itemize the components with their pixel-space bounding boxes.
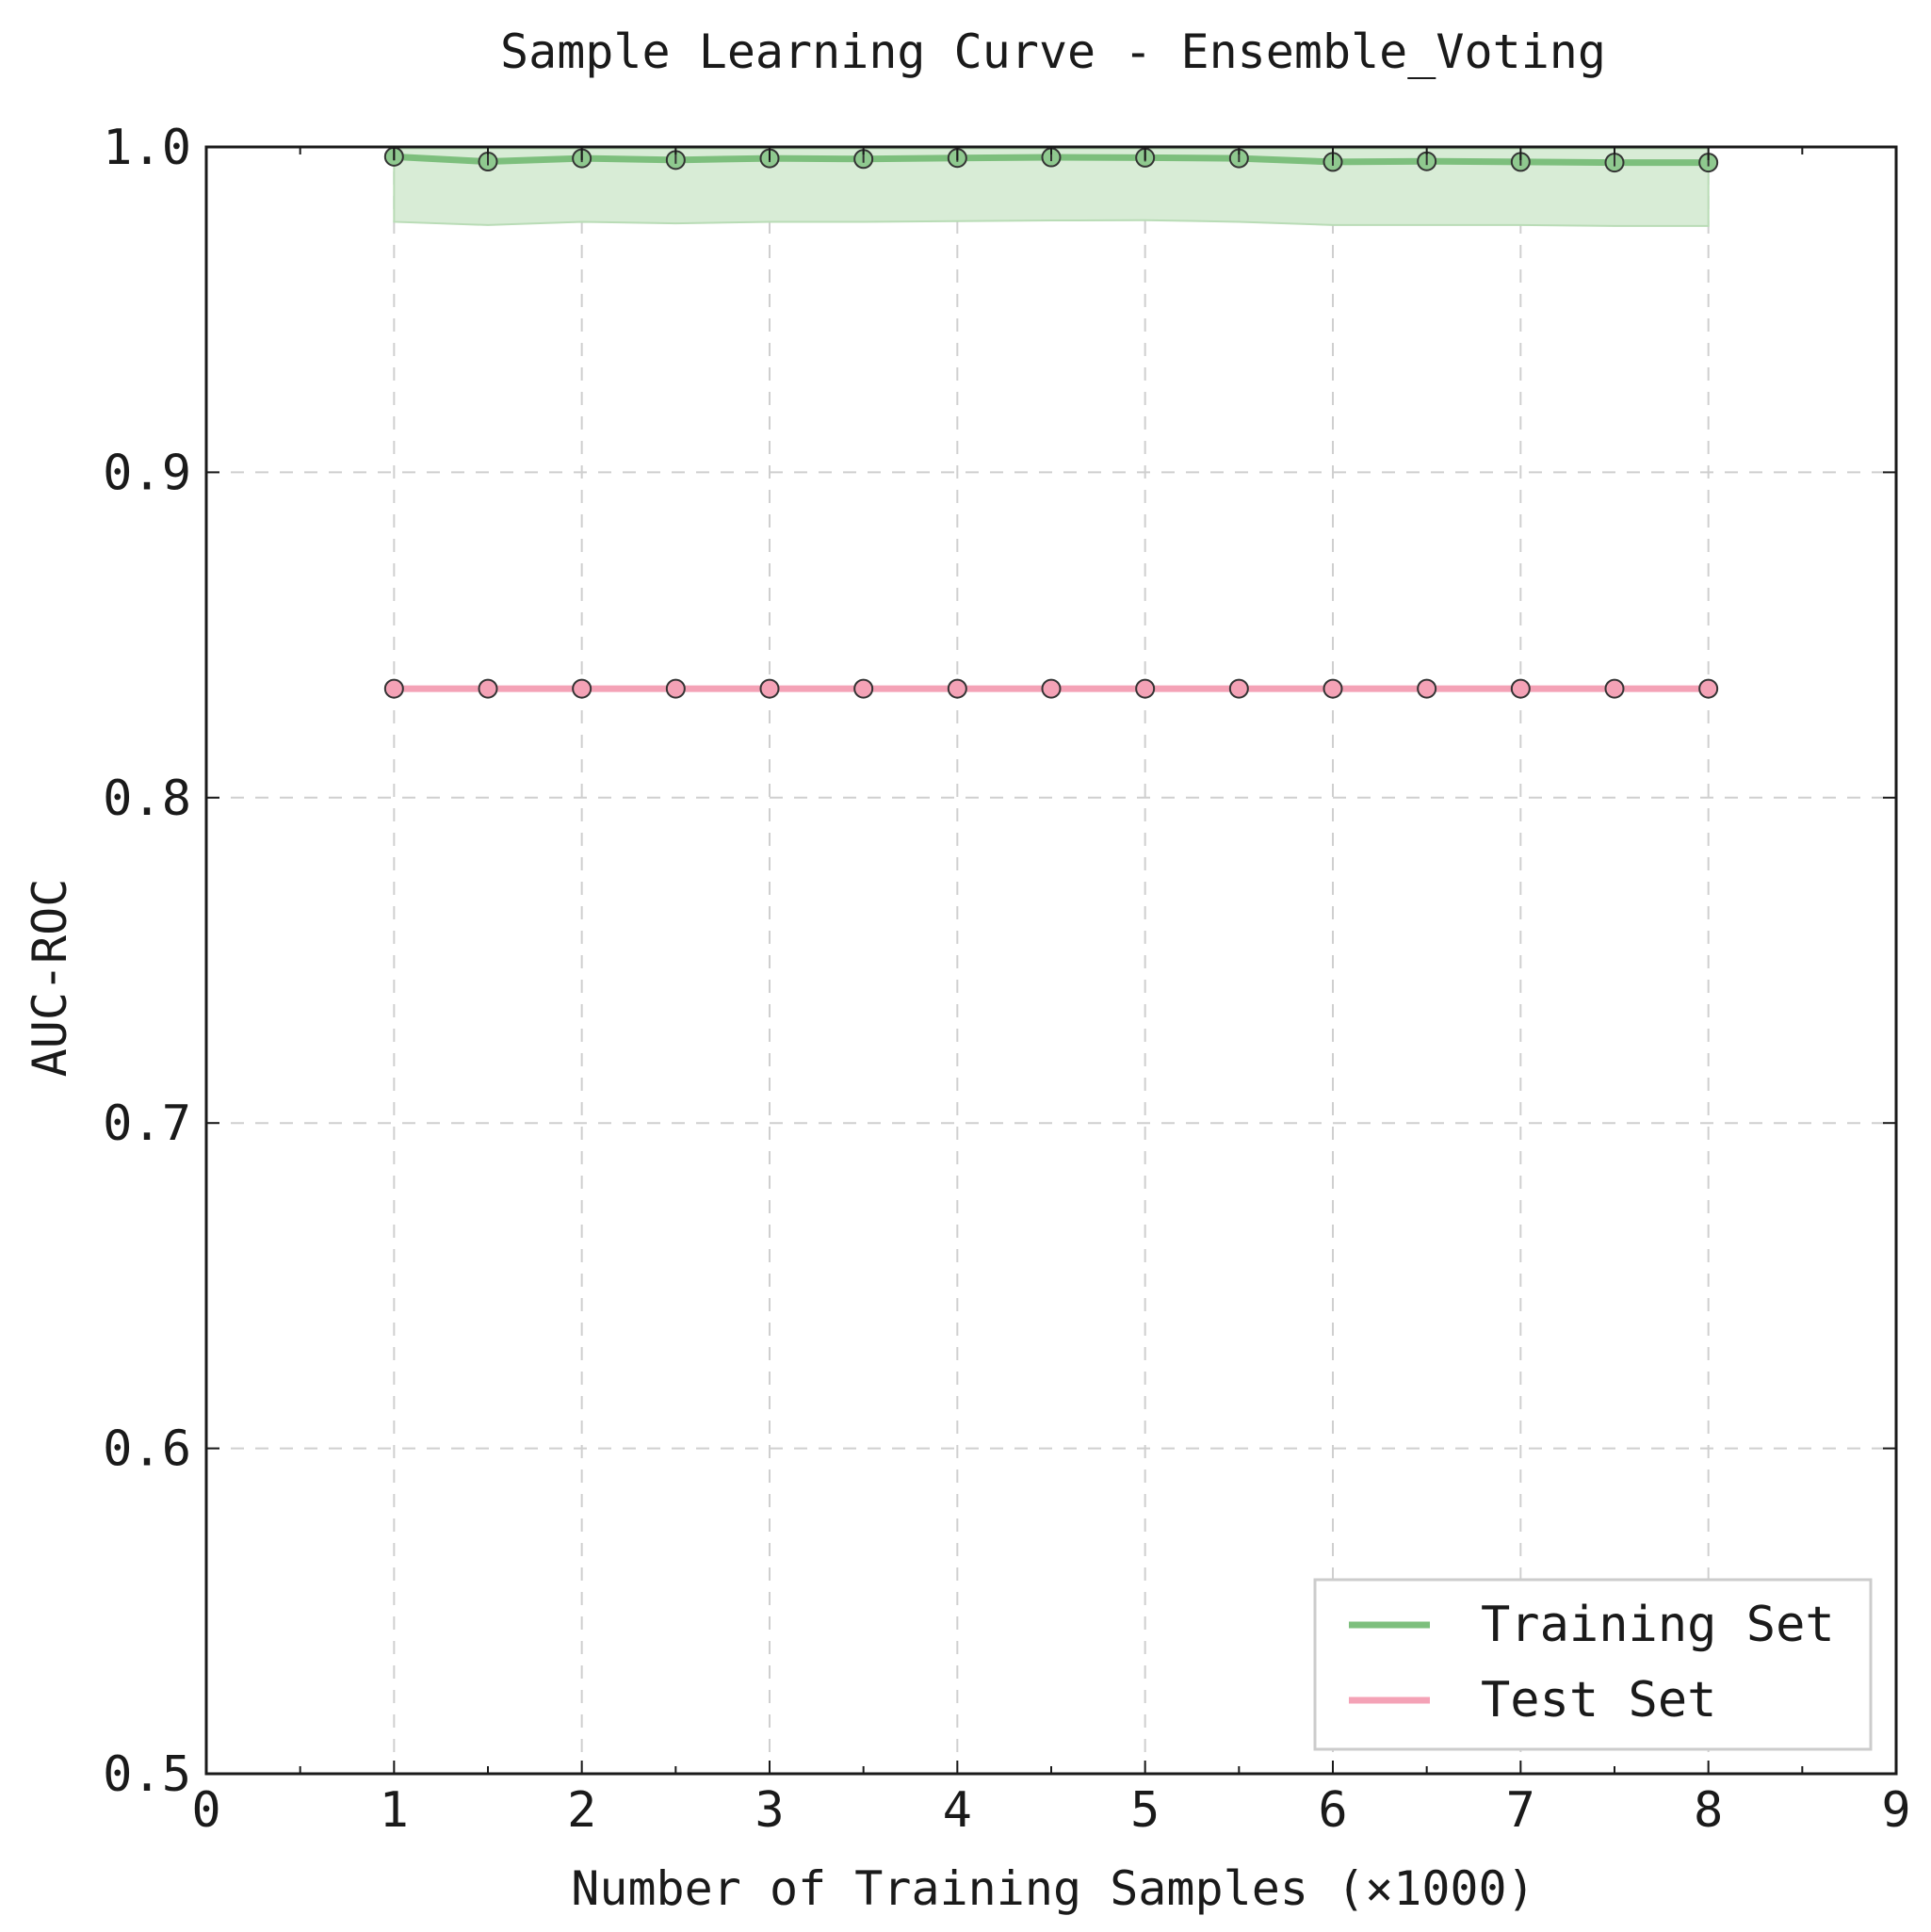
data-point (1417, 678, 1437, 699)
series-lines (394, 153, 1709, 692)
x-axis-label: Number of Training Samples (×1000) (571, 1861, 1535, 1916)
x-tick-label: 7 (1506, 1782, 1535, 1839)
y-tick-label: 0.8 (103, 771, 191, 827)
data-point (383, 678, 404, 699)
plot-frame (204, 145, 1898, 1776)
y-tick-label: 0.6 (103, 1421, 191, 1478)
legend: Training Set Test Set (1313, 1578, 1873, 1751)
x-tick-label: 0 (191, 1782, 220, 1839)
data-point (1604, 678, 1625, 699)
axis-ticks (205, 146, 1897, 1775)
data-point (478, 678, 498, 699)
data-point (1322, 678, 1343, 699)
axis-tick-labels: 0 1 2 3 4 5 6 7 8 9 0.5 0.6 0.7 0.8 0.9 1.0 (103, 120, 1911, 1839)
legend-box (1313, 1578, 1873, 1751)
grid-lines (206, 147, 1896, 1774)
y-tick-label: 0.9 (103, 445, 191, 501)
y-tick-label: 1.0 (103, 120, 191, 176)
x-tick-label: 8 (1694, 1782, 1723, 1839)
x-tick-label: 3 (755, 1782, 784, 1839)
data-point (759, 678, 780, 699)
data-point (1228, 678, 1249, 699)
x-tick-label: 4 (943, 1782, 972, 1839)
y-axis-label: AUC-ROC (23, 879, 77, 1078)
data-point (947, 678, 967, 699)
y-tick-label: 0.7 (103, 1096, 191, 1152)
chart-title: Sample Learning Curve - Ensemble_Voting (500, 24, 1606, 79)
data-point (1041, 678, 1062, 699)
x-tick-label: 5 (1130, 1782, 1160, 1839)
data-point (1510, 678, 1531, 699)
data-point (1135, 678, 1156, 699)
x-tick-label: 1 (380, 1782, 409, 1839)
x-tick-label: 6 (1318, 1782, 1347, 1839)
data-point (1698, 678, 1719, 699)
data-point (572, 678, 592, 699)
legend-label: Test Set (1481, 1672, 1716, 1729)
data-point (665, 678, 686, 699)
data-point (853, 678, 874, 699)
y-tick-label: 0.5 (103, 1746, 191, 1803)
legend-label: Training Set (1481, 1597, 1835, 1653)
x-tick-label: 2 (567, 1782, 596, 1839)
series-markers (383, 146, 1719, 699)
x-tick-label: 9 (1881, 1782, 1910, 1839)
